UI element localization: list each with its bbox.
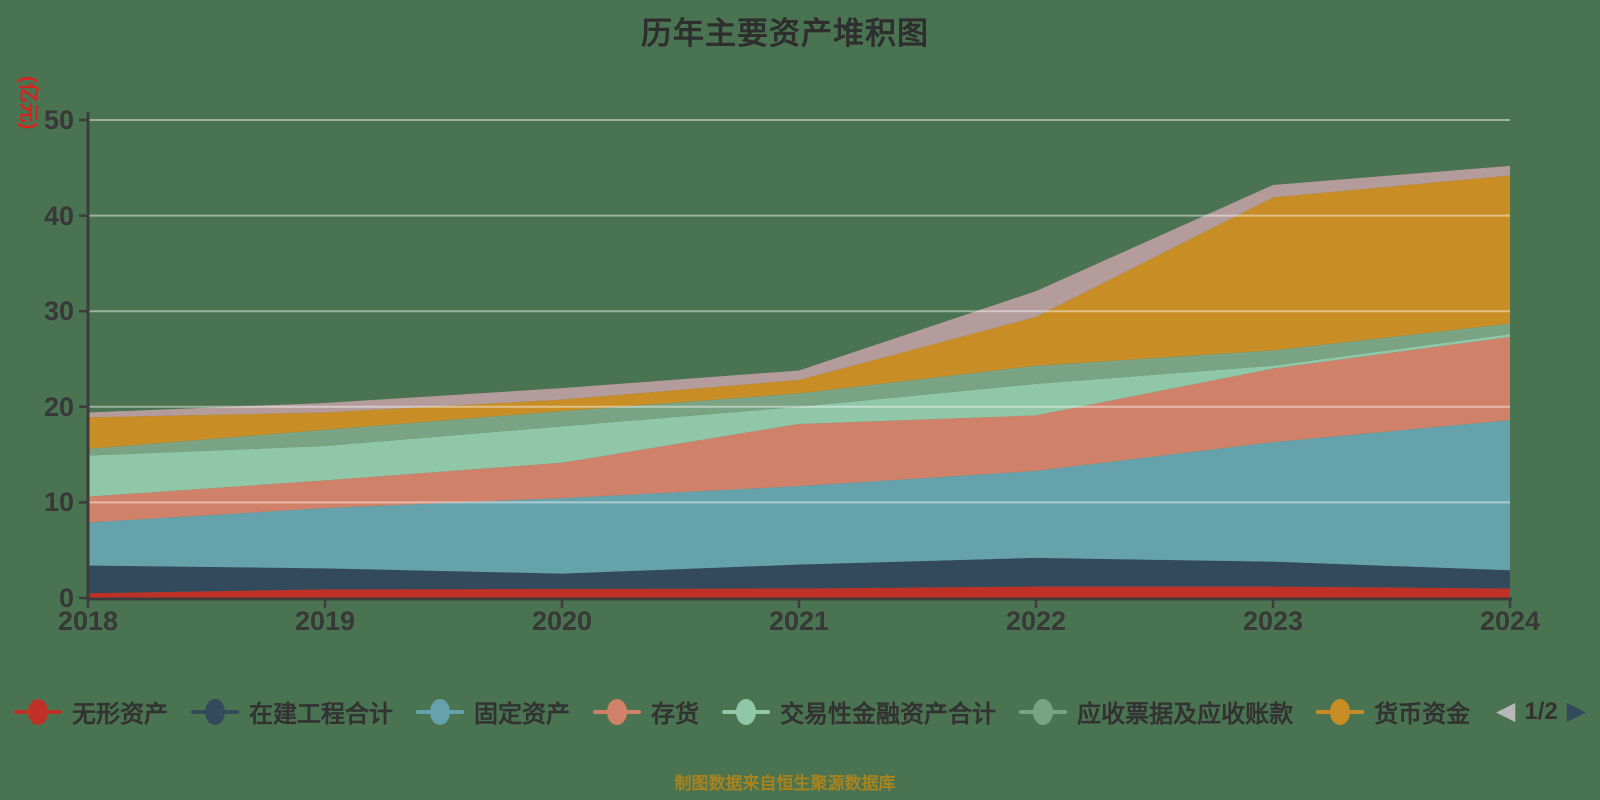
- legend-marker-icon: [14, 698, 62, 726]
- legend-item-货币资金[interactable]: 货币资金: [1316, 694, 1470, 729]
- legend-marker-dot: [430, 698, 451, 725]
- chart-title: 历年主要资产堆积图: [641, 16, 929, 51]
- legend-label: 在建工程合计: [249, 701, 394, 728]
- legend-item-存货[interactable]: 存货: [593, 694, 699, 729]
- y-axis-label-10: 10: [43, 487, 74, 518]
- y-axis-label-0: 0: [58, 583, 74, 613]
- y-axis-label-40: 40: [43, 200, 74, 231]
- legend-label: 货币资金: [1374, 701, 1471, 728]
- legend-label: 固定资产: [474, 701, 571, 728]
- legend-marker-dot: [205, 698, 226, 725]
- x-axis-label-2024: 2024: [1479, 606, 1541, 636]
- area-应收票据及应收账款: [88, 323, 1510, 456]
- area-在建工程合计: [88, 557, 1510, 594]
- y-axis-label-50: 50: [43, 105, 74, 135]
- legend-item-无形资产[interactable]: 无形资产: [14, 694, 168, 729]
- legend-items: 无形资产 在建工程合计 固定资产 存货 交易性金融资产合计 应收票据及应收账款 货币资金: [14, 694, 1470, 729]
- area-交易性金融资产合计: [88, 334, 1510, 497]
- legend-marker-dot: [1033, 698, 1054, 725]
- y-axis-label-30: 30: [43, 296, 74, 327]
- legend-prev-page-icon[interactable]: ◀: [1496, 697, 1516, 725]
- legend-marker-icon: [593, 698, 642, 726]
- x-axis-label-2021: 2021: [768, 606, 830, 636]
- legend-page-indicator: 1/2: [1524, 697, 1558, 725]
- x-axis-label-2019: 2019: [294, 606, 356, 636]
- y-axis-label-20: 20: [43, 391, 74, 422]
- area-固定资产: [88, 420, 1510, 574]
- legend-marker-icon: [1019, 698, 1068, 726]
- legend-marker-icon: [191, 698, 240, 726]
- legend-marker-icon: [722, 698, 771, 726]
- legend-item-应收票据及应收账款[interactable]: 应收票据及应收账款: [1019, 694, 1293, 729]
- x-axis-label-2018: 2018: [57, 606, 119, 636]
- legend-marker-icon: [1316, 698, 1365, 726]
- source-caption: 制图数据来自恒生聚源数据库: [674, 774, 896, 793]
- legend-item-在建工程合计[interactable]: 在建工程合计: [191, 694, 393, 729]
- legend-item-交易性金融资产合计[interactable]: 交易性金融资产合计: [722, 694, 996, 729]
- area-货币资金: [88, 175, 1510, 449]
- legend-marker-icon: [416, 698, 465, 726]
- area-存货: [88, 337, 1510, 523]
- area-无形资产: [88, 586, 1510, 598]
- legend-pager: ◀ 1/2 ▶: [1496, 698, 1586, 726]
- x-axis-label-2023: 2023: [1242, 606, 1304, 636]
- legend-marker-dot: [28, 698, 48, 725]
- legend-marker-dot: [607, 698, 628, 725]
- x-axis-label-2022: 2022: [1005, 606, 1067, 636]
- legend-item-固定资产[interactable]: 固定资产: [416, 694, 570, 729]
- legend-label: 应收票据及应收账款: [1077, 701, 1294, 728]
- legend-marker-dot: [1330, 698, 1351, 725]
- legend-marker-dot: [736, 698, 757, 725]
- legend: 无形资产 在建工程合计 固定资产 存货 交易性金融资产合计 应收票据及应收账款 货币资金 ◀…: [0, 694, 1600, 729]
- legend-label: 无形资产: [72, 701, 168, 728]
- x-axis-label-2020: 2020: [531, 606, 593, 636]
- legend-label: 存货: [651, 701, 700, 728]
- legend-label: 交易性金融资产合计: [780, 701, 997, 728]
- legend-next-page-icon[interactable]: ▶: [1566, 697, 1586, 725]
